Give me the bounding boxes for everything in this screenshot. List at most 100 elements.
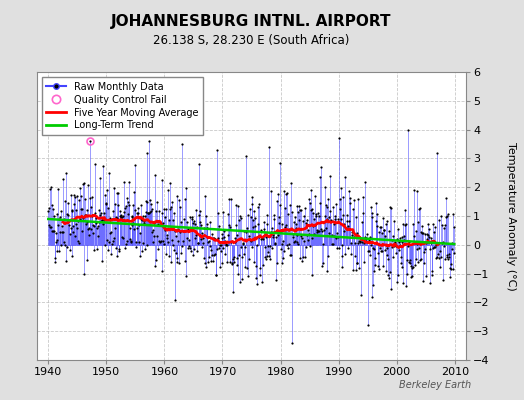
Point — [230, 254, 238, 260]
Point — [252, 275, 260, 282]
Point — [389, 233, 398, 240]
Point — [421, 240, 430, 246]
Point — [320, 227, 328, 234]
Point — [250, 208, 258, 215]
Point — [95, 207, 103, 213]
Point — [369, 245, 378, 251]
Point — [311, 222, 319, 228]
Point — [154, 221, 162, 228]
Point — [97, 257, 106, 264]
Point — [303, 217, 311, 224]
Point — [167, 203, 175, 210]
Point — [45, 205, 53, 211]
Point — [409, 220, 417, 227]
Point — [343, 212, 351, 218]
Point — [344, 245, 353, 252]
Point — [67, 225, 75, 231]
Point — [219, 231, 227, 237]
Point — [367, 204, 375, 211]
Y-axis label: Temperature Anomaly (°C): Temperature Anomaly (°C) — [507, 142, 517, 290]
Point — [445, 250, 454, 257]
Point — [428, 238, 436, 244]
Point — [209, 235, 217, 242]
Point — [328, 240, 336, 247]
Point — [223, 259, 231, 266]
Point — [182, 273, 190, 280]
Point — [419, 278, 428, 284]
Point — [174, 238, 182, 244]
Point — [410, 239, 419, 246]
Point — [431, 243, 439, 250]
Point — [203, 225, 211, 232]
Point — [184, 236, 193, 243]
Point — [244, 232, 253, 239]
Point — [240, 228, 248, 234]
Point — [67, 192, 75, 198]
Point — [314, 228, 322, 234]
Point — [311, 193, 320, 200]
Point — [157, 177, 166, 184]
Point — [264, 243, 272, 249]
Point — [367, 294, 376, 300]
Point — [247, 194, 256, 201]
Point — [44, 208, 52, 214]
Point — [414, 219, 422, 225]
Point — [112, 245, 120, 251]
Point — [79, 215, 88, 221]
Point — [268, 225, 277, 231]
Point — [365, 252, 374, 258]
Point — [125, 225, 134, 232]
Point — [415, 244, 423, 251]
Point — [206, 218, 214, 225]
Point — [215, 245, 223, 252]
Point — [247, 238, 255, 244]
Point — [160, 241, 169, 248]
Point — [317, 164, 325, 170]
Point — [100, 210, 108, 216]
Point — [141, 209, 150, 215]
Point — [278, 241, 287, 247]
Point — [208, 252, 216, 259]
Point — [133, 210, 141, 216]
Point — [346, 194, 354, 201]
Point — [109, 238, 117, 244]
Point — [442, 252, 451, 259]
Point — [388, 244, 397, 250]
Point — [118, 213, 127, 219]
Point — [101, 192, 110, 198]
Point — [160, 206, 168, 212]
Point — [134, 210, 143, 217]
Point — [320, 219, 329, 226]
Point — [227, 195, 235, 202]
Point — [441, 256, 449, 262]
Point — [58, 229, 66, 236]
Point — [339, 194, 347, 200]
Point — [408, 272, 416, 279]
Point — [162, 206, 170, 212]
Point — [193, 248, 201, 254]
Point — [126, 239, 135, 246]
Point — [396, 242, 404, 248]
Point — [439, 276, 447, 283]
Point — [309, 222, 317, 229]
Point — [295, 203, 303, 209]
Point — [168, 199, 177, 205]
Point — [137, 202, 145, 208]
Point — [425, 234, 433, 240]
Point — [334, 216, 342, 222]
Point — [155, 208, 163, 215]
Point — [245, 256, 253, 262]
Point — [58, 222, 67, 229]
Point — [238, 276, 246, 282]
Point — [70, 201, 78, 208]
Point — [137, 216, 145, 222]
Point — [130, 226, 139, 232]
Point — [297, 233, 305, 240]
Point — [281, 204, 289, 211]
Point — [99, 220, 107, 227]
Point — [297, 206, 305, 213]
Point — [112, 190, 121, 196]
Point — [182, 234, 191, 241]
Point — [370, 255, 379, 261]
Point — [106, 228, 115, 235]
